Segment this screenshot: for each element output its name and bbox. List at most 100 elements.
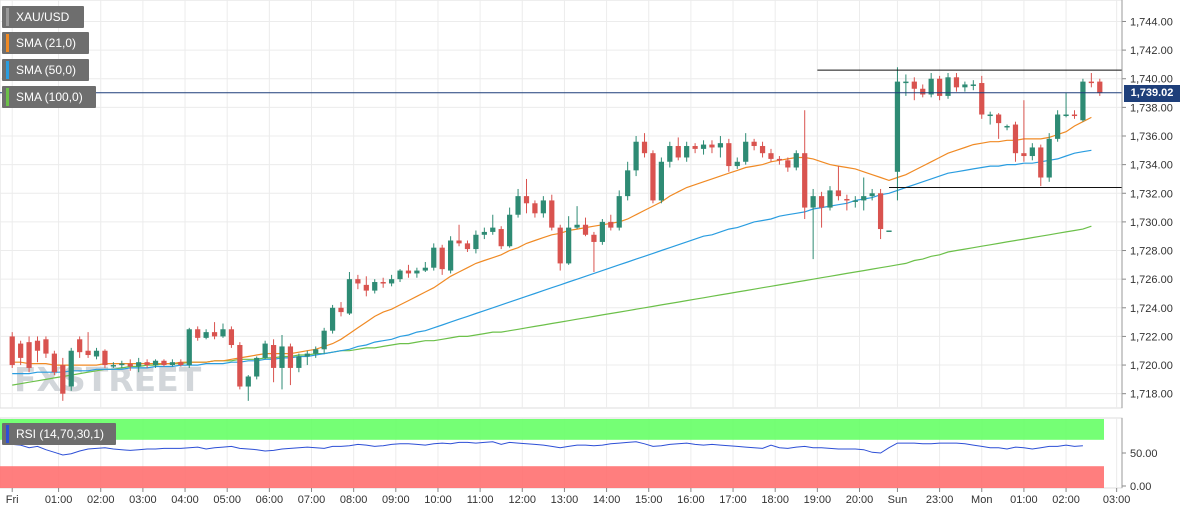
candle <box>608 214 614 231</box>
rsi-oversold-zone <box>0 466 1104 488</box>
candle-body <box>346 279 353 314</box>
x-tick-label: 09:00 <box>382 494 410 506</box>
candle-body <box>869 193 875 197</box>
candle <box>717 136 724 158</box>
candle <box>599 219 605 245</box>
candle <box>945 73 951 99</box>
candle <box>574 206 580 230</box>
candle-body <box>886 230 892 232</box>
legend-rsi-label: RSI (14,70,30,1) <box>16 427 105 441</box>
candle <box>43 336 49 358</box>
candle-body <box>338 307 344 313</box>
candle <box>414 267 420 278</box>
x-tick-label: 14:00 <box>593 494 621 506</box>
candle-body <box>675 146 681 158</box>
legend-symbol[interactable]: XAU/USD <box>2 6 84 28</box>
candle-body <box>481 231 487 235</box>
x-tick-label: Mon <box>971 494 992 506</box>
candle-body <box>861 196 867 201</box>
candle <box>557 224 563 271</box>
candle-body <box>1029 147 1035 157</box>
candle-body <box>1004 125 1010 128</box>
sma21-swatch <box>6 34 9 52</box>
candle-body <box>785 160 791 168</box>
candle <box>507 207 513 248</box>
candle <box>321 327 327 354</box>
candle <box>51 350 57 376</box>
candle <box>1029 143 1035 161</box>
candle-body <box>397 270 403 280</box>
candle-body <box>304 353 310 357</box>
candle-body <box>549 200 555 228</box>
x-tick-label: 16:00 <box>677 494 705 506</box>
candle <box>700 140 707 155</box>
candle <box>498 226 504 250</box>
candle-body <box>178 362 184 366</box>
candle-body <box>1088 81 1094 84</box>
candle <box>861 177 867 211</box>
candle <box>684 141 690 162</box>
candle <box>228 326 235 348</box>
x-tick-label: 02:00 <box>87 494 115 506</box>
candle <box>1088 73 1094 88</box>
candle-body <box>684 146 690 158</box>
candle <box>768 148 774 162</box>
candle <box>363 276 369 297</box>
candle <box>844 194 850 211</box>
candle <box>540 196 546 218</box>
x-tick-label: 11:00 <box>467 494 494 506</box>
candle <box>785 157 791 172</box>
candle-body <box>877 193 884 230</box>
candle <box>1012 121 1019 162</box>
candle-body <box>751 141 757 147</box>
candle-body <box>515 196 521 215</box>
candle <box>726 138 732 172</box>
candle-body <box>1046 138 1052 178</box>
candle-body <box>1080 81 1086 121</box>
candle <box>102 349 108 368</box>
candle <box>970 80 976 91</box>
candle <box>802 110 808 220</box>
candle <box>743 133 749 165</box>
candle-body <box>835 190 842 197</box>
legend-sma100[interactable]: SMA (100,0) <box>2 86 96 108</box>
candle-body <box>768 153 774 159</box>
x-tick-label: 02:00 <box>1052 494 1080 506</box>
candle <box>751 138 757 151</box>
x-tick-label: 20:00 <box>846 494 874 506</box>
candle-body <box>93 350 100 357</box>
legend-sma21-label: SMA (21,0) <box>16 36 77 50</box>
candle <box>886 230 892 232</box>
moving-averages <box>12 116 1092 386</box>
x-tick-label: 10:00 <box>424 494 452 506</box>
x-tick-label: 03:00 <box>129 494 157 506</box>
candle-body <box>228 329 235 346</box>
candle-body <box>591 234 597 242</box>
legend-rsi[interactable]: RSI (14,70,30,1) <box>2 423 116 445</box>
candle-body <box>51 353 57 373</box>
candle-body <box>970 84 976 86</box>
candle <box>60 357 66 401</box>
candle-body <box>743 141 749 162</box>
candle <box>962 81 968 92</box>
candle <box>388 274 395 287</box>
legend-sma50[interactable]: SMA (50,0) <box>2 59 89 81</box>
candle-body <box>827 190 833 208</box>
candle-body <box>152 360 159 366</box>
rsi-polyline <box>12 441 1083 456</box>
candle <box>911 77 917 101</box>
y-tick-label: 1,718.00 <box>1130 389 1173 401</box>
candle <box>186 327 192 368</box>
legend-sma21[interactable]: SMA (21,0) <box>2 32 89 54</box>
candle <box>996 113 1002 139</box>
candle-body <box>759 146 766 154</box>
candle-body <box>169 362 176 366</box>
y-axis: 1,718.00 1,720.00 1,722.00 1,724.00 1,726.00… <box>1121 0 1173 408</box>
candle-body <box>658 161 664 201</box>
y-tick-label: 1,732.00 <box>1130 188 1173 200</box>
candle-body <box>127 363 133 367</box>
candle-body <box>692 146 698 149</box>
candle-body <box>60 365 66 394</box>
x-tick-label: 01:00 <box>45 494 73 506</box>
